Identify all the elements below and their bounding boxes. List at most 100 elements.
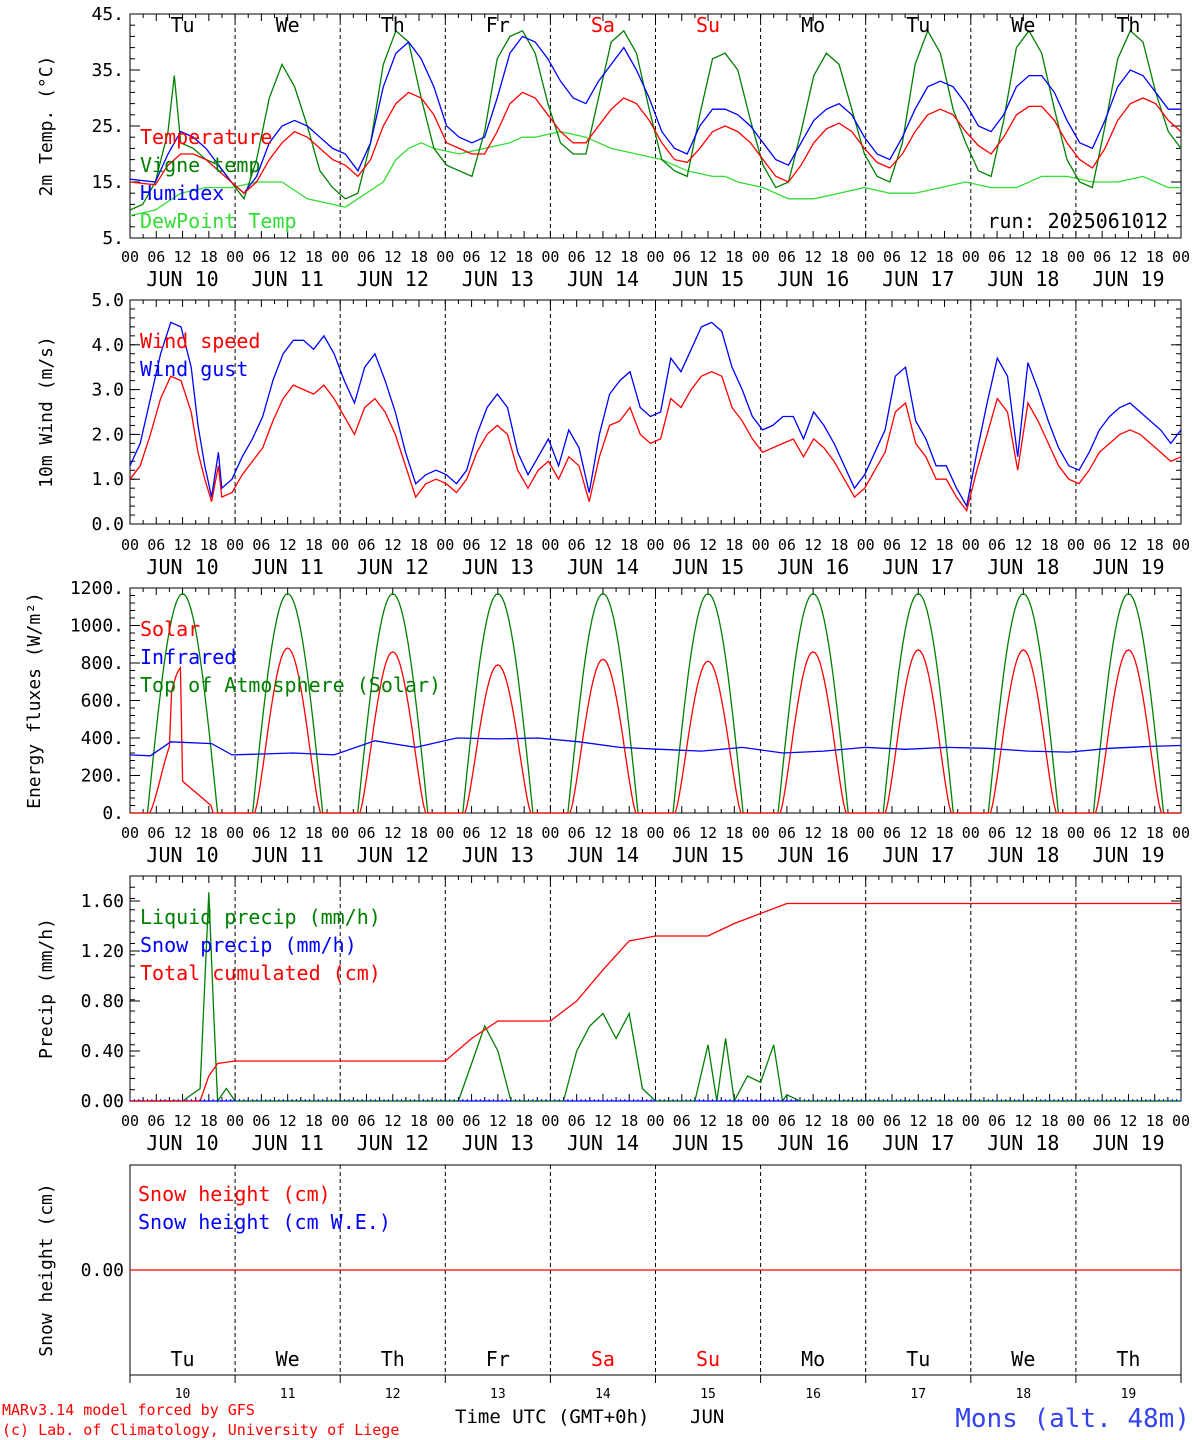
- date-label: JUN 13: [462, 555, 534, 579]
- date-label: JUN 11: [252, 1131, 324, 1155]
- hour-tick-label: 12: [594, 1112, 612, 1130]
- series-line-wind-speed: [129, 370, 1182, 513]
- series-line-dewpoint-temp: [129, 130, 1181, 217]
- hour-tick-label: 00: [226, 248, 244, 266]
- panel-5: 0.00 Snow height (cm) Snow height (cm) Snow…: [36, 1164, 1182, 1402]
- hour-tick-label: 12: [1014, 824, 1032, 842]
- day-number-label: 13: [490, 1387, 506, 1402]
- hour-tick-label: 00: [857, 248, 875, 266]
- weekday-label: Su: [696, 1347, 720, 1371]
- weekday-label: We: [1011, 1347, 1035, 1371]
- hour-tick-label: 00: [331, 536, 349, 554]
- day-number-label: 15: [700, 1387, 716, 1402]
- date-label: JUN 10: [146, 555, 218, 579]
- hour-tick-label: 12: [489, 248, 507, 266]
- hour-tick-label: 18: [935, 824, 953, 842]
- hour-tick-label: 12: [384, 824, 402, 842]
- hour-tick-label: 00: [752, 1112, 770, 1130]
- hour-tick-label: 12: [699, 248, 717, 266]
- hour-tick-label: 06: [252, 1112, 270, 1130]
- hour-tick-label: 18: [725, 824, 743, 842]
- hour-tick-label: 06: [673, 536, 691, 554]
- date-label: JUN 17: [882, 1131, 954, 1155]
- y-tick-label: 0.: [102, 803, 124, 824]
- date-label: JUN 16: [777, 843, 849, 867]
- hour-tick-label: 12: [489, 536, 507, 554]
- panel-2: 0.0 1.0 2.0 3.0 4.0 5.0 10m Wind (m/s) 00 06 12 18…: [36, 290, 1190, 579]
- hour-tick-label: 06: [1093, 536, 1111, 554]
- time-axis-label: Time UTC (GMT+0h): [455, 1406, 649, 1428]
- hour-tick-label: 12: [804, 1112, 822, 1130]
- hour-tick-label: 18: [515, 248, 533, 266]
- legend-entry: Liquid precip (mm/h): [140, 905, 381, 929]
- hour-tick-label: 00: [646, 536, 664, 554]
- y-tick-label: 0.80: [81, 991, 124, 1012]
- legend-entry: Temperature: [140, 125, 272, 149]
- hour-tick-label: 00: [857, 1112, 875, 1130]
- panel-4: 0.00 0.40 0.80 1.20 1.60 Precip (mm/h) 00 06 12 1…: [36, 875, 1190, 1155]
- hour-tick-label: 00: [962, 248, 980, 266]
- series-line-wind-gust: [129, 321, 1182, 508]
- hour-tick-label: 06: [988, 248, 1006, 266]
- weekday-label: We: [276, 1347, 300, 1371]
- hour-tick-label: 18: [1146, 1112, 1164, 1130]
- hour-tick-label: 00: [1067, 536, 1085, 554]
- hour-tick-label: 12: [384, 536, 402, 554]
- panel-3: 0. 200. 400. 600. 800. 1000. 1200. Energy fluxe…: [24, 578, 1190, 867]
- day-number-label: 19: [1121, 1387, 1137, 1402]
- hour-tick-label: 18: [620, 1112, 638, 1130]
- date-label: JUN 16: [777, 267, 849, 291]
- date-label: JUN 16: [777, 1131, 849, 1155]
- hour-tick-label: 00: [1067, 248, 1085, 266]
- hour-tick-label: 18: [1146, 824, 1164, 842]
- hour-tick-label: 18: [200, 824, 218, 842]
- date-label: JUN 13: [462, 843, 534, 867]
- date-label: JUN 12: [357, 555, 429, 579]
- hour-tick-label: 18: [725, 1112, 743, 1130]
- day-number-label: 16: [805, 1387, 821, 1402]
- hour-tick-label: 18: [830, 536, 848, 554]
- series-line-vigne-temp: [129, 29, 1182, 211]
- y-tick-label: 0.00: [81, 1091, 124, 1112]
- y-tick-label: 1200.: [70, 578, 124, 599]
- y-tick-label: 4.0: [91, 335, 124, 356]
- date-label: JUN 10: [146, 267, 218, 291]
- hour-tick-label: 18: [200, 248, 218, 266]
- date-label: JUN 19: [1092, 1131, 1164, 1155]
- hour-tick-label: 06: [357, 536, 375, 554]
- y-axis-label: Precip (mm/h): [36, 918, 57, 1059]
- hour-tick-label: 18: [305, 824, 323, 842]
- y-tick-label: 2.0: [91, 424, 124, 445]
- date-label: JUN 15: [672, 843, 744, 867]
- hour-tick-label: 12: [489, 824, 507, 842]
- day-number-label: 11: [280, 1387, 296, 1402]
- hour-tick-label: 06: [778, 536, 796, 554]
- date-label: JUN 16: [777, 555, 849, 579]
- hour-tick-label: 18: [830, 1112, 848, 1130]
- legend-entry: Humidex: [140, 181, 224, 205]
- legend-entry: Total cumulated (cm): [140, 961, 381, 985]
- hour-tick-label: 12: [174, 1112, 192, 1130]
- hour-tick-label: 12: [384, 1112, 402, 1130]
- y-tick-label: 200.: [81, 766, 124, 787]
- weekday-label: Sa: [591, 13, 615, 37]
- legend-entry: DewPoint Temp: [140, 209, 297, 233]
- y-tick-label: 1.0: [91, 469, 124, 490]
- hour-tick-label: 00: [752, 536, 770, 554]
- y-tick-label: 1000.: [70, 616, 124, 637]
- hour-tick-label: 00: [752, 248, 770, 266]
- hour-tick-label: 12: [279, 248, 297, 266]
- hour-tick-label: 12: [699, 536, 717, 554]
- hour-tick-label: 06: [252, 824, 270, 842]
- hour-tick-label: 06: [1093, 1112, 1111, 1130]
- weekday-label: Tu: [171, 13, 195, 37]
- hour-tick-label: 12: [174, 536, 192, 554]
- y-tick-label: 35.: [91, 60, 124, 81]
- hour-tick-label: 00: [226, 536, 244, 554]
- hour-tick-label: 00: [331, 824, 349, 842]
- hour-tick-label: 12: [279, 1112, 297, 1130]
- hour-tick-label: 06: [778, 248, 796, 266]
- date-label: JUN 15: [672, 1131, 744, 1155]
- hour-tick-label: 18: [410, 248, 428, 266]
- hour-tick-label: 18: [1146, 536, 1164, 554]
